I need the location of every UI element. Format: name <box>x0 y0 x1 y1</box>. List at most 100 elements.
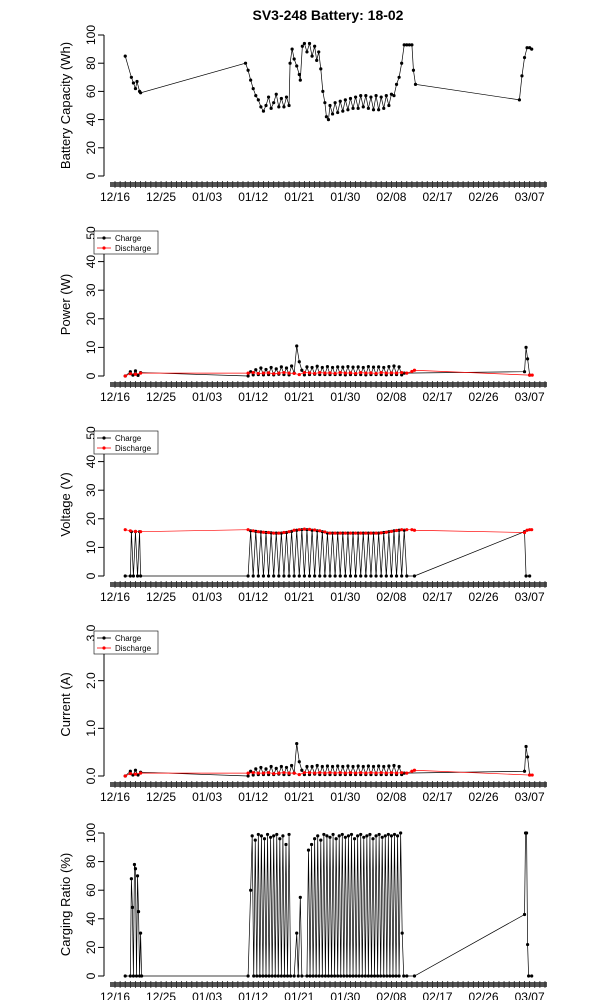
data-point <box>392 364 396 368</box>
data-point <box>290 47 294 51</box>
data-point <box>392 94 396 98</box>
data-point <box>341 764 345 769</box>
data-point <box>413 82 418 86</box>
data-point <box>339 974 343 978</box>
data-point <box>388 974 392 978</box>
data-point <box>269 764 273 769</box>
data-point <box>307 371 312 375</box>
data-point <box>128 372 132 376</box>
y-axis-label: Voltage (V) <box>58 472 73 536</box>
data-point <box>369 371 373 375</box>
series-line-charge <box>125 345 530 377</box>
data-point <box>318 529 322 533</box>
data-point <box>334 837 338 841</box>
date-rug-strip <box>110 582 547 587</box>
data-point <box>353 371 358 376</box>
data-point <box>338 99 342 103</box>
x-tick-label: 01/12 <box>238 190 268 204</box>
data-point <box>279 96 283 101</box>
data-point <box>397 764 401 769</box>
data-point <box>389 371 394 375</box>
y-tick-label: 0 <box>84 372 98 379</box>
data-point <box>528 773 532 777</box>
data-point <box>313 837 317 841</box>
data-point <box>376 974 380 978</box>
data-point <box>371 764 376 769</box>
data-point <box>379 95 383 99</box>
data-point <box>379 574 383 578</box>
data-point <box>320 974 324 978</box>
y-tick-label: 60 <box>84 883 98 897</box>
x-tick-label: 01/30 <box>330 390 360 404</box>
data-point <box>392 832 397 837</box>
data-point <box>284 842 288 847</box>
data-point <box>333 974 337 978</box>
data-point <box>300 44 304 48</box>
data-point <box>302 41 307 46</box>
x-tick-label: 02/08 <box>376 590 406 604</box>
data-point <box>246 574 250 578</box>
data-point <box>282 105 286 109</box>
data-point <box>345 974 349 978</box>
data-point <box>343 98 347 102</box>
data-point <box>366 106 370 110</box>
y-tick-label: 20 <box>84 940 98 954</box>
data-point <box>295 64 299 68</box>
data-point <box>251 529 255 533</box>
legend-marker <box>102 236 106 240</box>
x-tick-label: 01/12 <box>238 790 268 804</box>
data-point <box>369 95 373 99</box>
data-point <box>254 767 258 771</box>
x-tick-label: 01/30 <box>330 790 360 804</box>
data-point <box>133 772 138 776</box>
x-tick-label: 12/16 <box>100 990 130 1000</box>
data-point <box>131 81 136 85</box>
data-point <box>266 530 271 535</box>
data-point <box>405 771 409 775</box>
data-point <box>300 974 304 978</box>
data-point <box>256 771 260 775</box>
data-point <box>359 771 363 775</box>
data-point <box>411 68 416 72</box>
data-point <box>319 838 323 842</box>
data-point <box>343 371 347 375</box>
data-point <box>343 771 347 775</box>
data-point <box>330 365 335 370</box>
y-tick-label: 10 <box>84 340 98 354</box>
data-point <box>384 371 388 375</box>
y-tick-label: 2.0 <box>84 672 98 689</box>
data-point <box>305 764 309 769</box>
data-point <box>325 834 329 838</box>
data-point <box>323 771 327 775</box>
data-point <box>249 888 253 892</box>
x-tick-label: 03/07 <box>515 190 545 204</box>
data-point <box>138 931 143 935</box>
x-tick-label: 01/21 <box>284 390 314 404</box>
data-point <box>305 974 309 978</box>
data-point <box>394 528 399 533</box>
x-tick-label: 02/17 <box>422 790 452 804</box>
data-point <box>290 763 294 768</box>
data-point <box>389 574 394 578</box>
x-tick-label: 12/25 <box>146 190 176 204</box>
data-point <box>333 101 337 105</box>
legend-label: Discharge <box>115 444 152 453</box>
data-point <box>356 106 360 110</box>
data-point <box>132 862 137 867</box>
data-point <box>252 974 256 978</box>
data-point <box>302 574 307 578</box>
data-point <box>384 574 388 578</box>
date-rug-strip <box>110 782 547 787</box>
data-point <box>302 373 307 377</box>
data-point <box>517 98 522 102</box>
data-point <box>522 912 527 917</box>
series-line-ratio <box>125 832 532 977</box>
data-point <box>272 531 276 535</box>
x-tick-label: 02/08 <box>376 390 406 404</box>
data-point <box>400 528 404 532</box>
data-point <box>382 365 386 370</box>
data-point <box>405 974 409 978</box>
data-point <box>361 105 365 109</box>
